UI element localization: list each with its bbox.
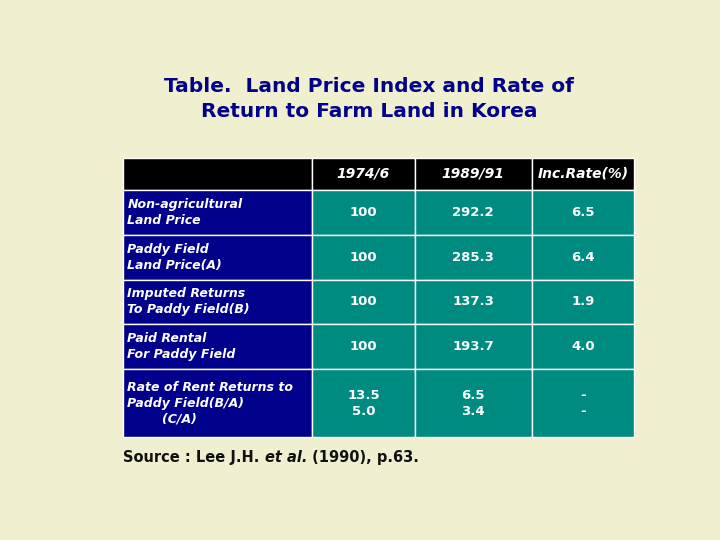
Text: 292.2: 292.2 [452,206,494,219]
Bar [532,190,634,234]
Text: 13.5
5.0: 13.5 5.0 [347,389,379,418]
Bar [312,369,415,437]
Bar [312,325,415,369]
Text: Table.  Land Price Index and Rate of
Return to Farm Land in Korea: Table. Land Price Index and Rate of Retu… [164,77,574,120]
Text: 4.0: 4.0 [571,341,595,354]
Text: 6.5
3.4: 6.5 3.4 [462,389,485,418]
Text: 285.3: 285.3 [452,251,494,264]
Text: Imputed Returns
To Paddy Field(B): Imputed Returns To Paddy Field(B) [127,287,250,316]
Bar [532,280,634,325]
Bar [312,158,415,190]
Bar [532,234,634,280]
Bar [532,158,634,190]
Text: 1989/91: 1989/91 [442,167,505,181]
Bar [312,234,415,280]
Bar [124,369,312,437]
Bar [532,369,634,437]
Text: -
-: - - [580,389,586,418]
Text: 100: 100 [350,251,377,264]
Bar [415,190,532,234]
Text: 100: 100 [350,341,377,354]
Text: Rate of Rent Returns to
Paddy Field(B/A)
        (C/A): Rate of Rent Returns to Paddy Field(B/A)… [127,381,293,426]
Bar [415,234,532,280]
Text: Non-agricultural
Land Price: Non-agricultural Land Price [127,198,243,227]
Text: Paid Rental
For Paddy Field: Paid Rental For Paddy Field [127,333,235,361]
Bar [415,158,532,190]
Text: Source : Lee J.H.: Source : Lee J.H. [124,450,265,465]
Bar [532,325,634,369]
Text: 193.7: 193.7 [452,341,494,354]
Text: 137.3: 137.3 [452,295,494,308]
Bar [124,158,312,190]
Bar [124,280,312,325]
Text: 100: 100 [350,295,377,308]
Text: et al.: et al. [265,450,307,465]
Text: 100: 100 [350,206,377,219]
Bar [415,280,532,325]
Text: 1974/6: 1974/6 [337,167,390,181]
Text: 1.9: 1.9 [571,295,595,308]
Text: (1990), p.63.: (1990), p.63. [307,450,419,465]
Bar [415,325,532,369]
Text: Paddy Field
Land Price(A): Paddy Field Land Price(A) [127,242,222,272]
Bar [312,190,415,234]
Bar [415,369,532,437]
Bar [124,325,312,369]
Text: 6.4: 6.4 [571,251,595,264]
Text: Inc.Rate(%): Inc.Rate(%) [537,167,629,181]
Bar [312,280,415,325]
Bar [124,190,312,234]
Bar [124,234,312,280]
Text: 6.5: 6.5 [571,206,595,219]
